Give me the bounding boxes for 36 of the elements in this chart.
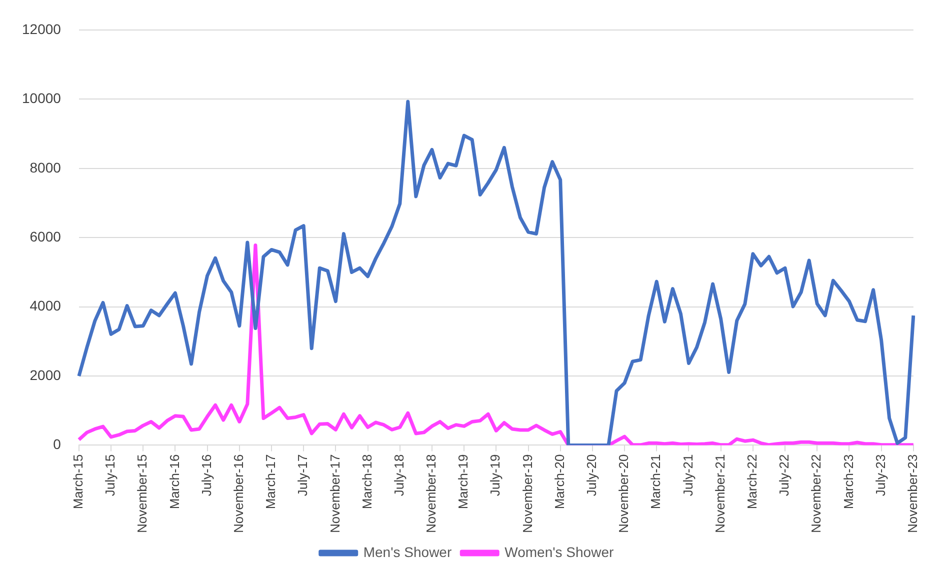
x-tick-label: March-20: [552, 454, 567, 510]
y-tick-label: 4000: [30, 298, 62, 314]
x-tick-label: July-21: [680, 454, 696, 496]
legend-label: Women's Shower: [504, 544, 614, 560]
x-tick-label: March-17: [263, 454, 278, 510]
x-tick-label: March-15: [70, 454, 86, 510]
x-tick-label: July-16: [198, 454, 214, 496]
x-tick-label: March-16: [166, 454, 182, 510]
y-tick-label: 12000: [22, 20, 62, 37]
x-tick-label: July-18: [391, 454, 406, 496]
x-tick-label: March-21: [648, 454, 664, 510]
x-tick-label: March-19: [456, 454, 471, 510]
x-tick-label: November-17: [327, 454, 342, 534]
x-tick-label: July-22: [776, 454, 792, 496]
x-tick-label: November-18: [424, 454, 439, 534]
y-tick-label: 8000: [30, 159, 62, 176]
x-tick-label: July-15: [102, 454, 118, 496]
y-tick-label: 0: [53, 436, 62, 452]
y-tick-label: 2000: [30, 366, 62, 383]
x-tick-label: July-20: [584, 454, 600, 496]
x-tick-label: March-18: [359, 454, 374, 510]
x-tick-label: November-19: [520, 454, 535, 534]
x-tick-label: March-23: [840, 454, 856, 510]
x-tick-label: July-23: [872, 454, 888, 496]
x-tick-label: November-22: [808, 454, 824, 534]
x-tick-label: November-16: [230, 454, 246, 534]
legend-label: Men's Shower: [363, 544, 452, 560]
x-tick-label: July-17: [295, 454, 310, 496]
x-tick-label: July-19: [488, 454, 503, 496]
x-tick-label: November-21: [712, 454, 728, 534]
y-tick-label: 6000: [30, 228, 62, 244]
x-tick-label: November-20: [616, 454, 632, 534]
x-tick-label: November-15: [134, 454, 150, 534]
x-tick-label: March-22: [744, 454, 760, 510]
y-tick-label: 10000: [22, 90, 62, 106]
x-tick-label: November-23: [904, 454, 920, 534]
